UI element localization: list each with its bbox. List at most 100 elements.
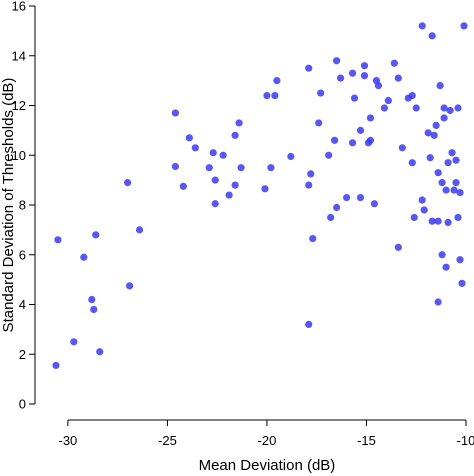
y-tick-label: 0 xyxy=(19,397,26,412)
data-point xyxy=(235,119,243,127)
x-tick-label: -15 xyxy=(357,433,376,448)
data-point xyxy=(231,181,239,189)
data-point xyxy=(356,126,365,134)
data-point xyxy=(438,179,446,187)
data-point xyxy=(263,91,271,100)
data-point xyxy=(70,338,78,346)
y-tick-label: 2 xyxy=(19,347,26,362)
y-tick-label: 16 xyxy=(12,0,26,14)
data-point xyxy=(331,136,339,144)
data-point xyxy=(80,253,88,261)
data-point xyxy=(225,191,233,199)
data-point xyxy=(185,134,193,142)
data-point xyxy=(211,200,219,208)
data-point xyxy=(454,213,462,222)
x-tick-label: -30 xyxy=(59,433,78,448)
data-point xyxy=(408,91,416,100)
data-point xyxy=(366,114,375,122)
data-point xyxy=(88,295,96,304)
data-point xyxy=(442,186,450,194)
y-tick-label: 12 xyxy=(12,98,26,113)
data-point xyxy=(333,203,341,212)
data-point xyxy=(305,64,313,72)
data-point xyxy=(394,243,402,251)
data-point xyxy=(287,152,295,161)
data-point xyxy=(428,32,436,40)
data-point xyxy=(305,320,313,328)
data-point xyxy=(90,305,98,314)
data-point xyxy=(96,348,104,356)
data-point xyxy=(452,156,460,164)
data-point xyxy=(446,106,454,115)
data-point xyxy=(231,131,239,139)
data-point xyxy=(448,149,456,157)
data-point xyxy=(418,22,426,30)
data-point xyxy=(436,82,444,90)
data-point xyxy=(350,94,359,102)
data-point xyxy=(342,193,351,202)
y-axis-ticks: 0 2 4 6 8 10 12 14 16 xyxy=(12,0,35,412)
data-point xyxy=(179,182,187,190)
data-point xyxy=(54,236,62,244)
data-point xyxy=(438,251,446,259)
data-point xyxy=(219,151,227,159)
y-tick-label: 14 xyxy=(12,48,26,63)
data-point xyxy=(452,179,460,187)
data-point xyxy=(315,119,323,127)
y-tick-label: 10 xyxy=(12,148,26,163)
data-point xyxy=(444,159,452,167)
data-point xyxy=(360,62,369,70)
data-point xyxy=(424,129,432,137)
x-tick-label: -20 xyxy=(258,433,277,448)
data-point xyxy=(390,59,398,67)
data-point xyxy=(370,200,379,208)
data-point xyxy=(440,114,448,122)
data-point xyxy=(418,196,426,204)
data-point xyxy=(237,164,245,172)
data-point xyxy=(92,231,100,239)
data-point xyxy=(450,186,458,194)
data-point xyxy=(430,131,438,139)
data-point xyxy=(366,136,375,144)
data-point xyxy=(434,298,442,306)
data-point xyxy=(191,144,199,152)
data-point xyxy=(374,82,383,90)
x-axis-ticks: -30 -25 -20 -15 -10 xyxy=(59,420,474,448)
data-point xyxy=(327,213,335,222)
data-point xyxy=(267,164,275,172)
data-point xyxy=(434,169,442,177)
data-point xyxy=(454,104,462,112)
data-point xyxy=(135,226,144,234)
y-tick-label: 8 xyxy=(19,198,26,213)
data-point xyxy=(126,282,134,290)
data-point xyxy=(384,96,392,105)
data-point xyxy=(394,74,402,82)
data-point xyxy=(171,109,179,117)
data-point xyxy=(444,218,452,227)
data-point xyxy=(410,213,418,222)
data-point xyxy=(273,77,281,85)
data-point xyxy=(305,181,313,189)
y-axis-title: Standard Deviation of Thresholds (dB) xyxy=(0,78,17,333)
data-point xyxy=(360,72,369,80)
data-point xyxy=(317,89,325,97)
data-point xyxy=(348,139,357,147)
data-point xyxy=(52,361,60,370)
data-point xyxy=(348,69,357,77)
data-point xyxy=(398,144,406,152)
x-tick-label: -25 xyxy=(158,433,177,448)
data-point xyxy=(456,256,464,264)
data-point xyxy=(442,263,450,271)
data-point xyxy=(205,164,213,172)
data-point xyxy=(271,91,279,100)
data-point xyxy=(171,162,179,171)
data-point xyxy=(460,22,468,30)
data-point xyxy=(428,217,436,225)
data-point xyxy=(209,149,217,157)
data-point xyxy=(426,154,434,162)
data-point xyxy=(333,57,341,65)
data-point xyxy=(356,193,365,202)
data-point xyxy=(420,206,428,214)
data-point xyxy=(307,170,315,178)
